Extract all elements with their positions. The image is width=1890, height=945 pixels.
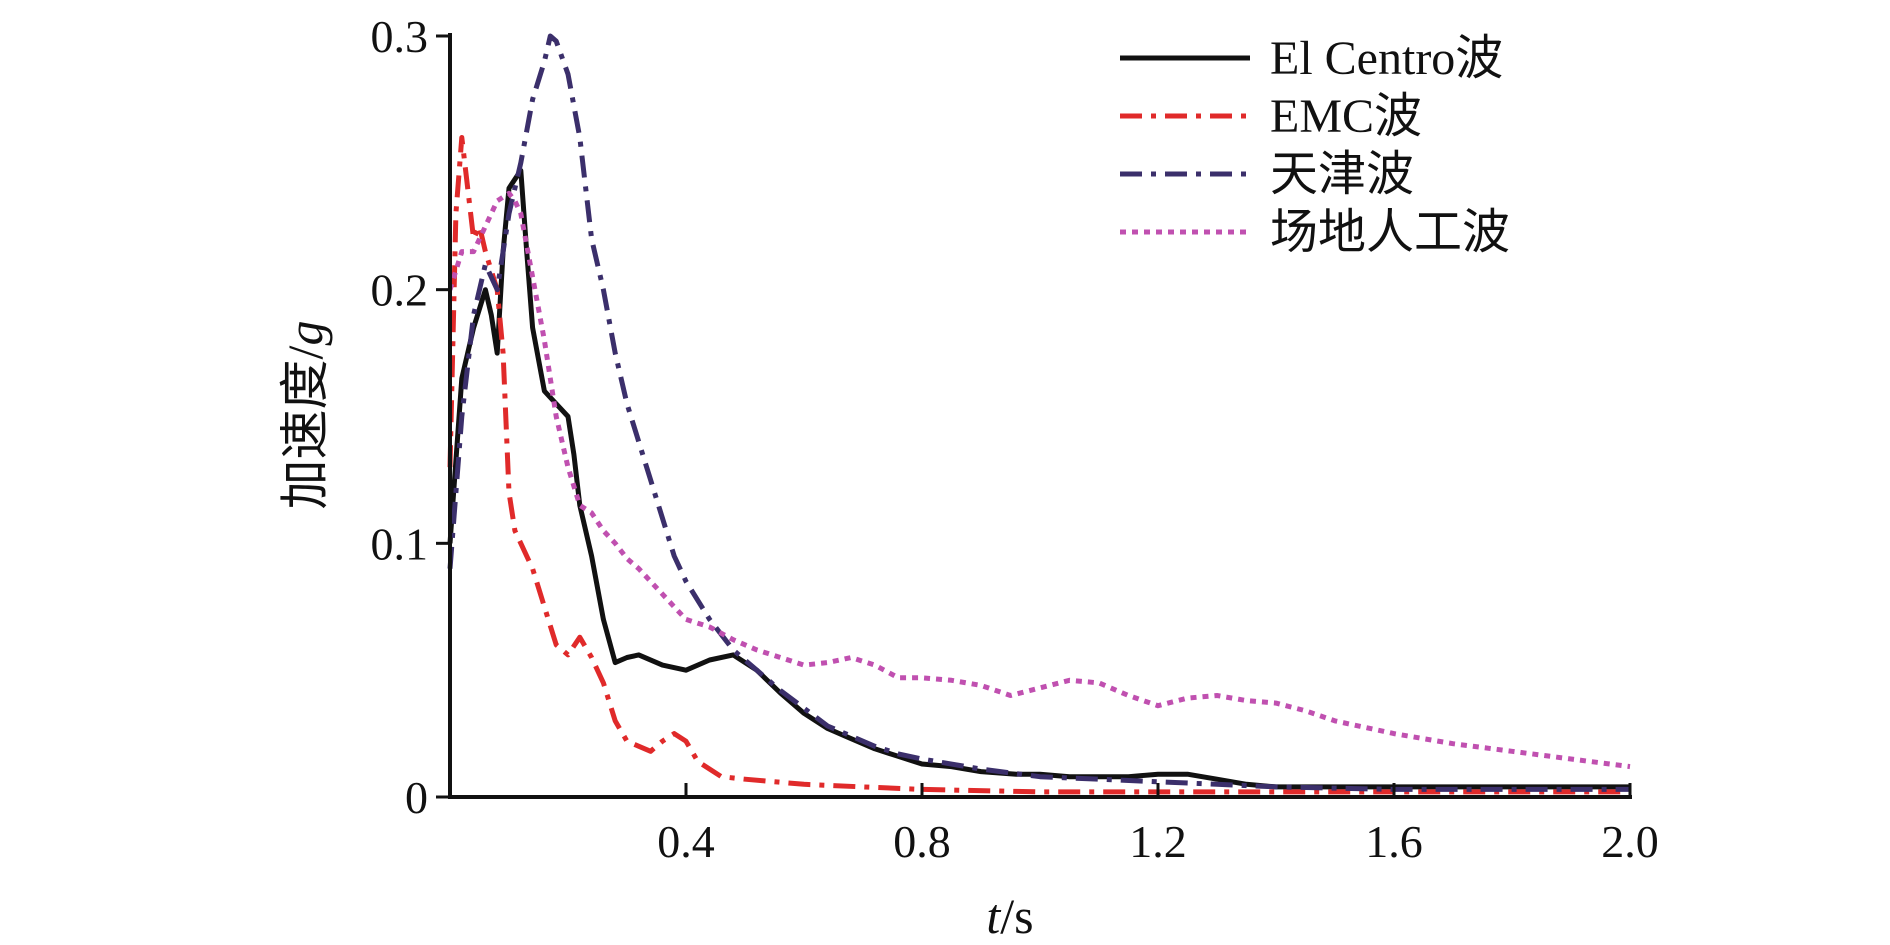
series-line-1 (447, 167, 1630, 790)
plot-lines (447, 33, 1631, 795)
legend-label-1: El Centro波 (1270, 32, 1503, 85)
legend-label-2: EMC波 (1270, 90, 1422, 143)
y-tick-label: 0.3 (371, 11, 429, 62)
x-tick-label: 1.6 (1365, 816, 1423, 867)
x-tick-label: 2.0 (1601, 816, 1659, 867)
series-line-4 (447, 190, 1631, 770)
y-tick-label: 0.2 (371, 265, 429, 316)
x-tick-label: 0.4 (657, 816, 715, 867)
series-line-2 (447, 135, 1630, 795)
y-tick-label: 0 (405, 772, 428, 823)
series-line-3 (447, 33, 1630, 792)
x-tick-label: 1.2 (1129, 816, 1187, 867)
ticks (436, 34, 1632, 799)
axes (448, 33, 1632, 799)
legend-label-3: 天津波 (1270, 148, 1414, 201)
legend-label-4: 场地人工波 (1270, 206, 1510, 259)
y-tick-label: 0.1 (371, 518, 429, 569)
x-axis-title: t/s (986, 888, 1033, 944)
tick-labels: 0.4 0.8 1.2 1.6 2.0 0 0.1 0.2 0.3 (371, 11, 1659, 867)
y-axis-title: 加速度/g (277, 321, 333, 510)
x-tick-label: 0.8 (893, 816, 951, 867)
